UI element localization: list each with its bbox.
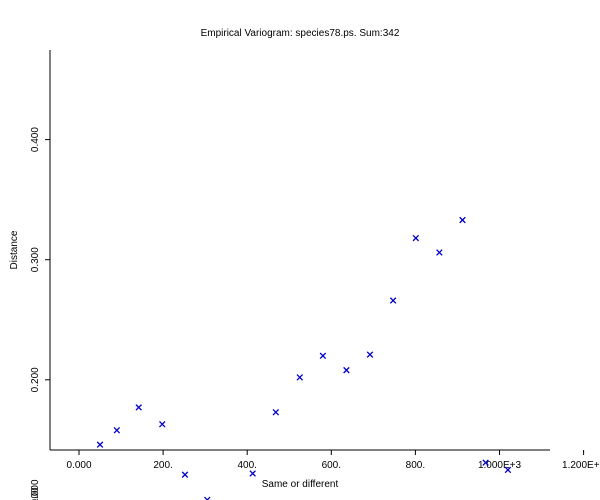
data-point	[181, 471, 189, 478]
x-axis-label: Same or different	[262, 479, 339, 490]
data-point	[482, 459, 489, 466]
data-point	[412, 234, 420, 242]
x-axis-ticks: 0.000 200. 400. 600. 800. 1.000E+3 1.200E+3	[66, 450, 600, 471]
data-point	[158, 420, 166, 428]
x-tick-label: 1.200E+3	[562, 460, 600, 471]
data-point	[504, 466, 512, 474]
data-point	[113, 426, 121, 434]
data-point	[135, 404, 142, 411]
y-axis-label: Distance	[9, 230, 20, 269]
x-tick-label: 800.	[406, 460, 425, 471]
y-tick-label: 0.000	[30, 479, 41, 500]
data-point	[436, 249, 443, 256]
data-point	[249, 470, 256, 477]
x-tick-label: 200.	[153, 460, 172, 471]
y-tick-label: 0.100	[30, 487, 41, 500]
data-point	[459, 216, 466, 224]
chart-title: Empirical Variogram: species78.ps. Sum:3…	[201, 28, 400, 39]
y-tick-label: 0.400	[30, 127, 41, 152]
data-point	[296, 374, 304, 381]
data-point	[343, 366, 350, 374]
x-tick-label: 0.000	[66, 460, 91, 471]
data-point	[319, 352, 327, 360]
x-tick-label: 600.	[322, 460, 341, 471]
y-tick-label: 0.300	[30, 247, 41, 272]
x-tick-label: 1.000E+3	[478, 460, 522, 471]
data-points	[96, 216, 512, 500]
data-point	[366, 351, 374, 358]
x-tick-label: 400.	[237, 460, 256, 471]
data-point	[96, 441, 104, 448]
data-point	[389, 297, 397, 304]
data-point	[272, 408, 280, 416]
y-tick-label: 0.200	[30, 367, 41, 392]
